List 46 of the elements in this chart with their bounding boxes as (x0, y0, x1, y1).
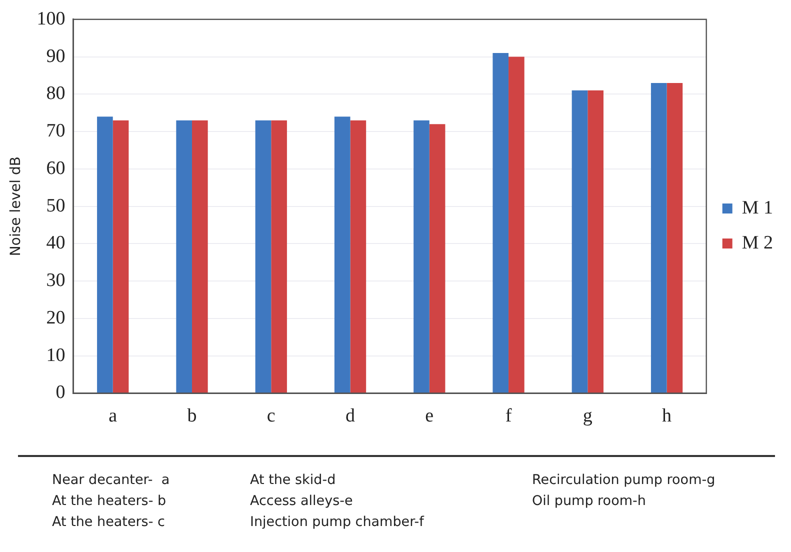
y-axis-title: Noise level dB (8, 156, 24, 256)
text: Injection pump chamber-f (250, 513, 424, 532)
x-tick-label: c (266, 406, 276, 427)
text: Access alleys-e (250, 492, 354, 511)
y-tick-label: 10 (46, 344, 66, 366)
x-tick-label: b (187, 406, 197, 427)
bar (508, 56, 524, 393)
x-tick-label: h (662, 406, 672, 427)
y-tick-label: 90 (46, 46, 66, 67)
text: At the heaters- c (52, 513, 166, 532)
bar (176, 120, 192, 393)
bar (350, 120, 366, 393)
text: At the heaters- b (52, 492, 168, 511)
bar (572, 90, 588, 393)
x-tick-label: g (582, 406, 593, 427)
y-tick-label: 50 (46, 195, 66, 216)
text: Near decanter- a (52, 471, 170, 490)
legend-label: M 1 (742, 197, 774, 218)
y-tick-label: 20 (46, 307, 66, 328)
text: At the skid-d (250, 471, 337, 490)
bar (192, 120, 208, 393)
y-tick-label: 80 (46, 83, 66, 104)
bar (271, 120, 287, 393)
bar (666, 82, 683, 393)
text: Oil pump room-h (532, 492, 647, 511)
legend-label: M 2 (742, 232, 774, 254)
bar (588, 90, 604, 393)
bar (255, 120, 272, 393)
bar (429, 124, 446, 393)
y-tick-label: 40 (46, 232, 66, 254)
x-tick-label: e (425, 406, 434, 427)
y-tick-label: 30 (46, 270, 66, 292)
bar (112, 120, 129, 393)
x-tick-label: f (505, 406, 512, 427)
x-tick-label: d (346, 406, 356, 427)
y-tick-label: 70 (46, 120, 66, 142)
bar (97, 116, 113, 393)
bar (334, 116, 350, 393)
y-tick-label: 100 (36, 8, 66, 30)
y-tick-label: 60 (46, 158, 66, 179)
x-tick-label: a (108, 406, 118, 427)
text: Recirculation pump room-g (532, 471, 716, 490)
bar (414, 120, 430, 393)
bar (492, 53, 509, 393)
y-tick-label: 0 (56, 382, 66, 404)
bar (650, 82, 667, 393)
